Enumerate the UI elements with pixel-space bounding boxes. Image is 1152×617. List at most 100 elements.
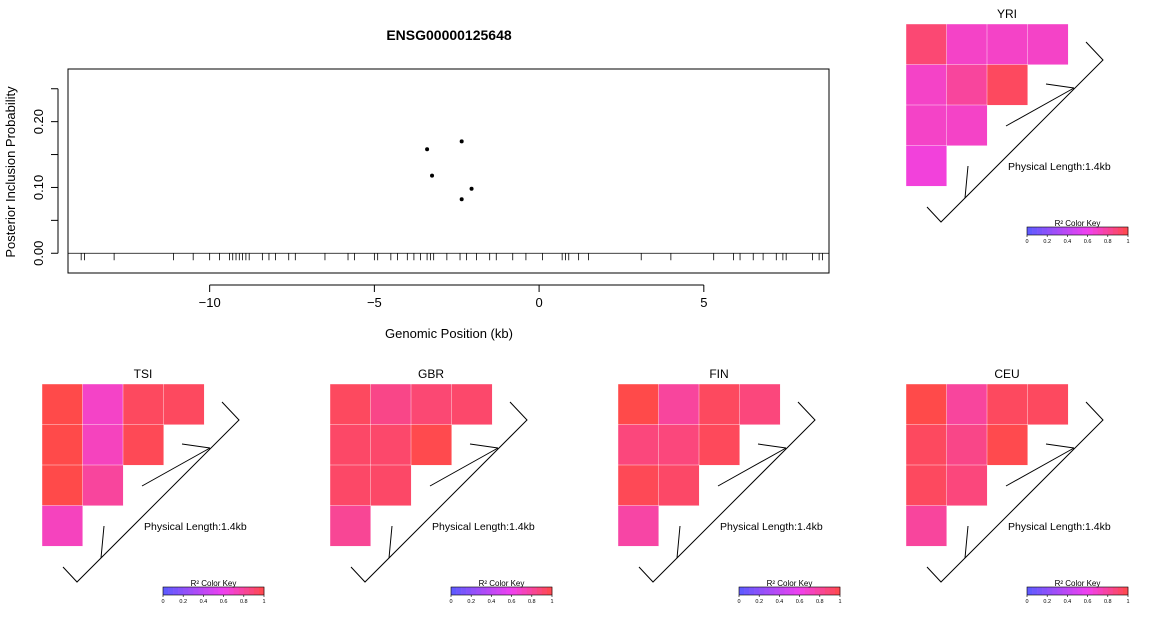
ld-cell <box>1027 23 1069 65</box>
color-key-swatch <box>1087 227 1093 235</box>
color-key-swatch <box>809 587 816 595</box>
color-key-swatch <box>1082 587 1088 595</box>
color-key-swatch <box>804 587 810 595</box>
color-key-tick-label: 0.2 <box>1043 599 1051 605</box>
color-key-swatch <box>824 587 831 595</box>
region-line <box>964 525 969 559</box>
color-key-swatch <box>1077 587 1083 595</box>
color-key-swatch <box>1112 227 1119 235</box>
ld-panel-yri: YRI Physical Length:1.4kb R² Color Key 0 0.2… <box>905 7 1130 245</box>
y-tick-label: 0.10 <box>31 175 46 200</box>
color-key-tick-label: 1 <box>550 599 553 605</box>
color-key-swatch <box>1057 587 1063 595</box>
color-key-tick-label: 0.6 <box>220 599 228 605</box>
color-key-swatch <box>759 587 765 595</box>
color-key-tick-label: 0.8 <box>528 599 536 605</box>
x-axis-label: Genomic Position (kb) <box>385 326 513 341</box>
ld-cell <box>617 464 659 506</box>
color-key-swatch <box>834 587 841 595</box>
y-tick-label: 0.00 <box>31 241 46 266</box>
color-key-swatch <box>1062 227 1068 235</box>
color-key-swatch <box>471 587 477 595</box>
color-key-label: R² Color Key <box>1055 219 1101 228</box>
color-key-swatch <box>163 587 169 595</box>
color-key-swatch <box>1107 587 1114 595</box>
physical-length-label: Physical Length:1.4kb <box>1008 161 1111 173</box>
color-key-swatch <box>1102 587 1109 595</box>
y-tick-label: 0.20 <box>31 109 46 134</box>
color-key-tick-label: 0.4 <box>200 599 208 605</box>
ld-cell <box>905 383 947 425</box>
color-key-frame <box>162 586 265 596</box>
color-key-tick-label: 0.4 <box>1064 599 1072 605</box>
triangle-frame <box>62 401 240 583</box>
region-line <box>676 525 681 559</box>
ld-cell <box>946 104 988 146</box>
plot-frame <box>67 68 830 274</box>
color-key-swatch <box>546 587 553 595</box>
ld-cell <box>410 424 452 466</box>
color-key-swatch <box>1037 227 1043 235</box>
ld-panel-tsi: TSI Physical Length:1.4kb R² Color Key 0 0.2… <box>41 367 266 605</box>
ld-cell <box>122 383 164 425</box>
ld-cell <box>698 383 740 425</box>
ld-cell <box>986 383 1028 425</box>
region-line <box>1045 83 1075 89</box>
color-key-swatch <box>248 587 255 595</box>
r2-color-key: R² Color Key 0 0.2 0.4 0.6 0.8 1 <box>161 579 265 605</box>
color-key-tick-label: 0 <box>1025 239 1028 245</box>
color-key-swatch <box>784 587 790 595</box>
color-key-swatch <box>501 587 507 595</box>
color-key-tick-label: 0.8 <box>1104 599 1112 605</box>
color-key-swatch <box>1042 587 1048 595</box>
color-key-swatch <box>521 587 528 595</box>
color-key-swatch <box>1122 587 1129 595</box>
color-key-label: R² Color Key <box>1055 579 1101 588</box>
ld-cell <box>41 464 83 506</box>
ld-cell <box>370 464 412 506</box>
color-key-swatch <box>1092 587 1098 595</box>
color-key-label: R² Color Key <box>479 579 525 588</box>
ld-cell <box>370 383 412 425</box>
ld-cell <box>905 23 947 65</box>
color-key-swatch <box>774 587 780 595</box>
ld-cell <box>986 23 1028 65</box>
color-key-swatch <box>183 587 189 595</box>
r2-color-key: R² Color Key 0 0.2 0.4 0.6 0.8 1 <box>1025 579 1129 605</box>
color-key-swatch <box>526 587 533 595</box>
color-key-swatch <box>1077 227 1083 235</box>
ld-cell <box>329 383 371 425</box>
data-point <box>425 147 430 152</box>
color-key-tick-label: 1 <box>1126 599 1129 605</box>
color-key-swatch <box>779 587 785 595</box>
color-key-swatch <box>258 587 265 595</box>
pip-scatter-plot: ENSG00000125648 Genomic Position (kb) Po… <box>3 27 830 341</box>
color-key-swatch <box>531 587 538 595</box>
ld-cell <box>82 424 124 466</box>
triangle-frame <box>926 401 1104 583</box>
ld-cell <box>82 383 124 425</box>
data-points <box>425 139 474 202</box>
ld-cell <box>986 64 1028 106</box>
ld-cell <box>905 64 947 106</box>
color-key-swatch <box>1097 227 1104 235</box>
ld-cell <box>41 505 83 547</box>
color-key-swatch <box>496 587 502 595</box>
region-line <box>1045 443 1075 449</box>
color-key-swatch <box>1052 587 1058 595</box>
ld-heatmaps: YRI Physical Length:1.4kb R² Color Key 0 0.2… <box>41 7 1130 605</box>
color-key-tick-label: 0.6 <box>796 599 804 605</box>
color-key-swatch <box>1057 227 1063 235</box>
data-point <box>459 197 464 202</box>
ld-cell <box>658 383 700 425</box>
panel-title: GBR <box>418 367 444 381</box>
color-key-swatch <box>754 587 760 595</box>
color-key-swatch <box>178 587 184 595</box>
color-key-swatch <box>1092 227 1098 235</box>
panel-title: TSI <box>134 367 153 381</box>
ld-cell <box>946 23 988 65</box>
color-key-tick-label: 0 <box>1025 599 1028 605</box>
region-line <box>388 525 393 559</box>
ld-cell <box>905 464 947 506</box>
color-key-swatch <box>744 587 750 595</box>
